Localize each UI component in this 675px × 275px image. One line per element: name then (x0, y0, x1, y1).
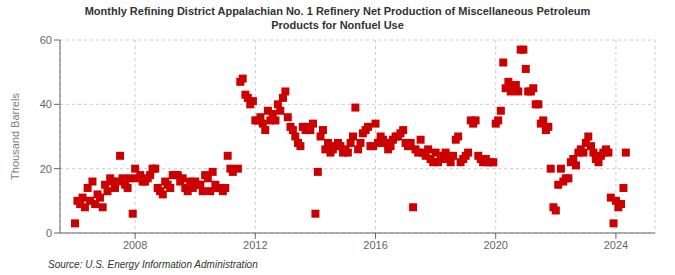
svg-text:40: 40 (40, 98, 52, 110)
html-text:Monthly Refining District Appa: Monthly Refining District Appalachian No… (84, 5, 591, 17)
svg-text:2012: 2012 (243, 239, 267, 251)
svg-text:2020: 2020 (483, 239, 507, 251)
html-text:Source: U.S. Energy Informatio: Source: U.S. Energy Information Administ… (48, 259, 258, 270)
html-text:Products for Nonfuel Use: Products for Nonfuel Use (271, 19, 404, 31)
svg-text:2016: 2016 (363, 239, 387, 251)
svg-text:Thousand Barrels: Thousand Barrels (9, 93, 21, 180)
svg-text:20: 20 (40, 163, 52, 175)
svg-text:0: 0 (46, 227, 52, 239)
svg-text:2008: 2008 (123, 239, 147, 251)
svg-text:2024: 2024 (604, 239, 628, 251)
svg-text:60: 60 (40, 34, 52, 46)
